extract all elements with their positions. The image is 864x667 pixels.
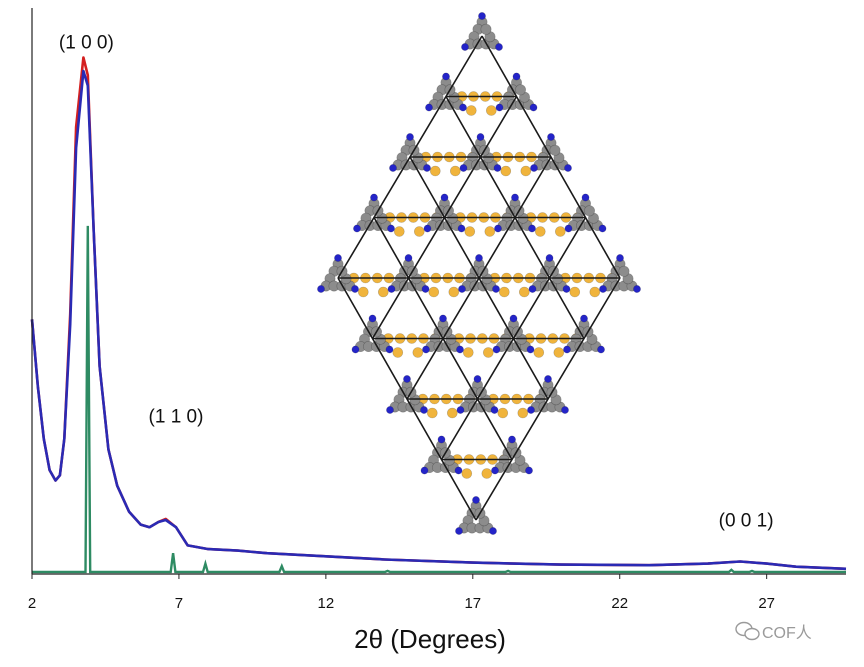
x-tick-label: 17 — [464, 595, 481, 612]
series-line-simulated — [32, 225, 846, 574]
framework-atoms — [317, 12, 641, 535]
lattice-grid — [337, 35, 621, 521]
peak-label: (1 0 0) — [59, 32, 114, 53]
x-tick-label: 22 — [611, 595, 628, 612]
x-tick-label: 7 — [175, 595, 183, 612]
plot-lines — [30, 56, 847, 574]
series-line-refined — [30, 69, 847, 571]
watermark: COF人 — [735, 621, 812, 642]
peak-label: (0 0 1) — [719, 510, 774, 531]
x-tick-label: 27 — [758, 595, 775, 612]
watermark-text: COF人 — [762, 624, 812, 642]
peak-label: (1 1 0) — [149, 407, 204, 428]
x-ticks — [31, 574, 768, 579]
series-line-experimental — [30, 56, 847, 571]
x-tick-labels: 2 7 12 17 22 27 — [28, 595, 775, 612]
x-tick-label: 12 — [318, 595, 335, 612]
x-axis-title: 2θ (Degrees) — [354, 624, 506, 654]
peak-annotations: (1 0 0) (1 1 0) (0 0 1) — [59, 32, 774, 531]
x-tick-label: 2 — [28, 595, 36, 612]
wechat-icon — [735, 621, 760, 641]
cof-lattice-inset — [317, 12, 641, 535]
